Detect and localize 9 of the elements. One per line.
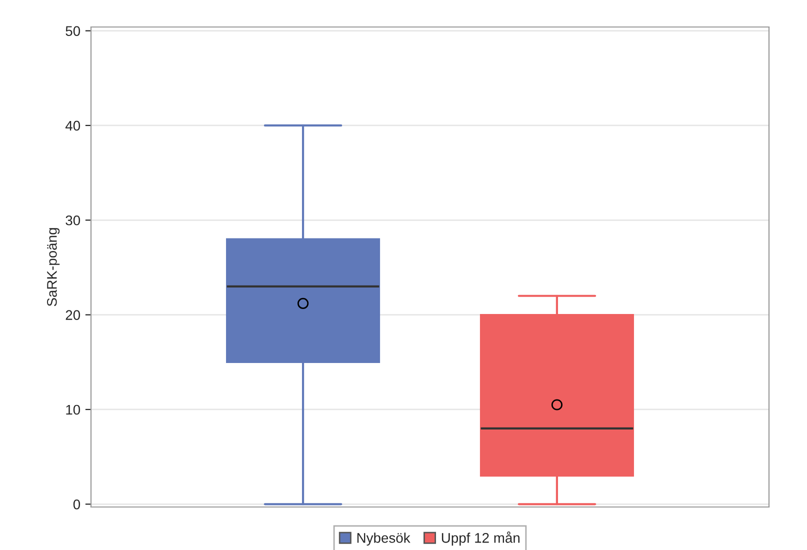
- y-tick-label: 20: [66, 310, 80, 320]
- legend-label: Uppf 12 mån: [442, 532, 520, 546]
- y-tick-label: 0: [73, 499, 80, 510]
- y-tick-label: 50: [66, 26, 80, 36]
- y-tick-label: 40: [65, 120, 80, 131]
- y-axis-title: SaRK-poäng: [47, 228, 60, 306]
- y-tick-label: 10: [66, 404, 80, 415]
- y-tick-label: 30: [66, 215, 80, 226]
- legend-label: Nybesök: [357, 532, 410, 546]
